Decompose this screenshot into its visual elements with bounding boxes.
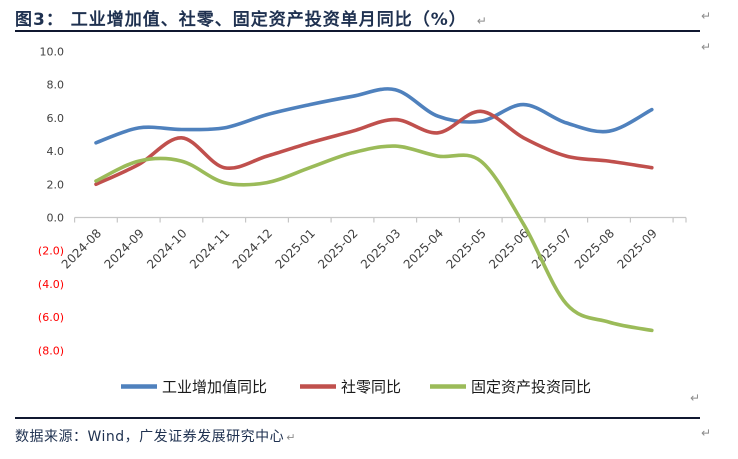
y-axis-label: (6.0) — [38, 311, 64, 324]
x-axis-label: 2025-02 — [315, 226, 360, 271]
x-axis-label: 2024-12 — [230, 226, 275, 271]
y-axis-label: 4.0 — [47, 145, 65, 158]
paragraph-mark-icon: ↵ — [701, 40, 712, 54]
x-axis-label: 2024-08 — [59, 226, 104, 271]
paragraph-mark-icon: ↵ — [701, 9, 712, 23]
y-axis-label: (2.0) — [38, 245, 64, 258]
y-axis-label: (4.0) — [38, 278, 64, 291]
data-source-text: 数据来源：Wind，广发证券发展研究中心 — [15, 429, 285, 445]
y-axis-label: 6.0 — [47, 112, 65, 125]
y-axis-label: 10.0 — [40, 46, 65, 59]
y-axis-label: (8.0) — [38, 344, 64, 357]
figure-header: 图3： 工业增加值、社零、固定资产投资单月同比（%） ↵ — [15, 5, 487, 30]
x-axis-label: 2025-01 — [273, 226, 318, 271]
footer-rule — [15, 417, 700, 419]
x-axis-label: 2024-11 — [187, 226, 232, 271]
x-axis-label: 2025-09 — [615, 226, 660, 271]
x-axis-label: 2025-03 — [358, 226, 403, 271]
figure-title: 图3： 工业增加值、社零、固定资产投资单月同比（%） — [15, 10, 467, 30]
x-axis-label: 2025-08 — [572, 226, 617, 271]
paragraph-mark-icon: ↵ — [701, 426, 712, 440]
y-axis-label: 2.0 — [47, 178, 65, 191]
series-line-0 — [94, 87, 654, 145]
legend-label-2: 固定资产投资同比 — [471, 378, 591, 396]
x-axis-label: 2024-09 — [102, 226, 147, 271]
series-line-1 — [94, 109, 654, 187]
x-axis-label: 2025-06 — [486, 226, 531, 271]
x-axis-label: 2025-04 — [401, 226, 446, 271]
legend-label-0: 工业增加值同比 — [162, 378, 267, 396]
series-line-2 — [94, 144, 654, 333]
title-rule — [15, 30, 700, 32]
x-axis-label: 2024-10 — [144, 226, 189, 271]
paragraph-mark-icon: ↵ — [286, 431, 296, 444]
figure-footer: 数据来源：Wind，广发证券发展研究中心 ↵ — [15, 426, 295, 446]
x-axis-label: 2025-05 — [444, 226, 489, 271]
paragraph-mark-icon: ↵ — [690, 391, 701, 405]
y-axis-label: 0.0 — [47, 212, 65, 225]
y-axis-label: 8.0 — [47, 79, 65, 92]
paragraph-mark-icon: ↵ — [476, 14, 487, 28]
legend-label-1: 社零同比 — [341, 378, 401, 396]
